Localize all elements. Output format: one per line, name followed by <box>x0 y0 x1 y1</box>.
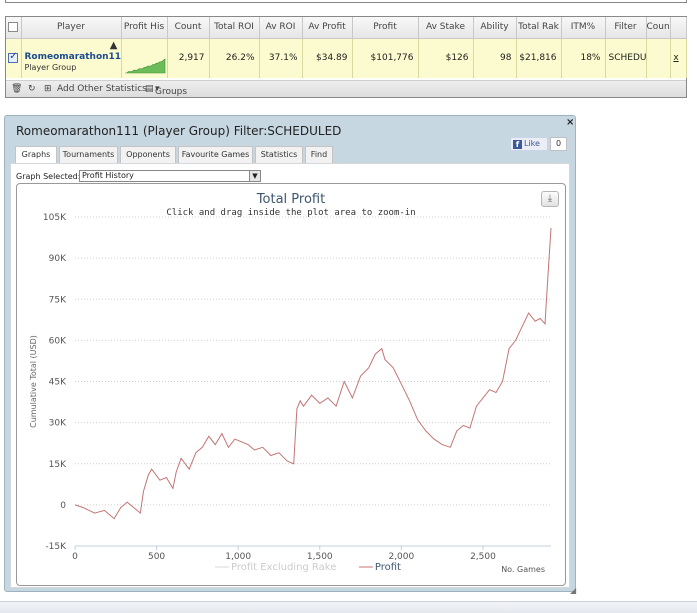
y-tick-label: 75K <box>49 295 67 305</box>
itm-cell: 18% <box>561 38 606 78</box>
player-stats-table: Player Profit His Count Total ROI Av ROI… <box>6 17 687 78</box>
column-header-av-stake[interactable]: Av Stake <box>418 17 474 39</box>
like-label: Like <box>524 139 540 148</box>
tab-favourite-games[interactable]: Favourite Games <box>178 146 253 163</box>
profit-sparkline <box>124 58 165 74</box>
column-header-profit-history[interactable]: Profit His <box>121 17 168 39</box>
add-other-statistics-button[interactable]: Add Other Statistics <box>57 84 147 94</box>
av-profit-cell: $34.89 <box>302 38 353 78</box>
column-header-remove <box>670 17 687 39</box>
player-graph-window: Romeomarathon111 (Player Group) Filter:S… <box>4 115 576 592</box>
chevron-down-icon[interactable]: ▼ <box>249 171 260 181</box>
graphs-tab-panel: Graph Selected: Profit History ▼ Total P… <box>10 163 570 588</box>
y-tick-label: 30K <box>49 419 67 429</box>
trash-icon[interactable]: 🗑 <box>11 84 23 94</box>
table-header-row: Player Profit His Count Total ROI Av ROI… <box>6 17 687 39</box>
player-type-label: Player Group <box>24 63 77 73</box>
tab-statistics[interactable]: Statistics <box>255 146 303 163</box>
filter-cell: SCHEDUL <box>605 38 647 78</box>
graph-selected-label: Graph Selected: <box>16 172 81 181</box>
x-axis-label: No. Games <box>501 565 545 574</box>
column-header-av-profit[interactable]: Av Profit <box>302 17 353 39</box>
sparkline-area <box>124 58 165 74</box>
chart-title: Total Profit <box>256 192 325 207</box>
x-tick-label: 1,500 <box>307 552 333 562</box>
count-2-cell <box>646 38 671 78</box>
y-tick-label: 105K <box>43 213 67 223</box>
facebook-icon: f <box>513 140 522 149</box>
tab-opponents[interactable]: Opponents <box>120 146 176 163</box>
x-tick-label: 2,500 <box>470 552 496 562</box>
add-statistics-icon[interactable]: ⊞ <box>44 84 52 94</box>
graph-select-dropdown[interactable]: Profit History ▼ <box>79 170 261 182</box>
total-rake-cell: $21,816 <box>516 38 562 78</box>
x-tick-label: 0 <box>72 552 78 562</box>
y-tick-label: 90K <box>49 254 67 264</box>
column-header-filter[interactable]: Filter <box>605 17 647 39</box>
av-roi-cell: 37.1% <box>259 38 303 78</box>
player-group-icon: ▲ <box>109 39 118 51</box>
window-title: Romeomarathon111 (Player Group) Filter:S… <box>16 124 342 138</box>
select-all-checkbox[interactable] <box>8 22 19 32</box>
column-header-total-roi[interactable]: Total ROI <box>209 17 260 39</box>
av-stake-cell: $126 <box>418 38 474 78</box>
remove-row-link[interactable]: x <box>670 38 687 78</box>
groups-dropdown[interactable]: Groups ▾ <box>155 84 188 97</box>
count-cell: 2,917 <box>167 38 210 78</box>
table-row[interactable]: ▲ Romeomarathon11: Player Group 2,917 26… <box>6 38 687 78</box>
profit-history-sparkline-cell <box>121 38 168 78</box>
column-header-count-2[interactable]: Coun <box>646 17 671 39</box>
column-header-itm[interactable]: ITM% <box>561 17 606 39</box>
legend-item[interactable]: Profit <box>375 562 401 573</box>
row-select-cell[interactable] <box>6 38 22 78</box>
tab-graphs[interactable]: Graphs <box>15 146 57 164</box>
x-tick-label: 500 <box>148 552 165 562</box>
y-tick-label: 15K <box>49 460 67 470</box>
y-axis-label: Cumulative Total (USD) <box>29 335 38 428</box>
y-tick-label: -15K <box>45 542 67 552</box>
groups-icon[interactable]: ▤ <box>145 84 154 94</box>
profit-cell: $101,776 <box>352 38 419 78</box>
x-tick-label: 1,000 <box>225 552 251 562</box>
row-checkbox[interactable] <box>8 51 19 63</box>
refresh-icon[interactable]: ↻ <box>28 84 36 94</box>
resize-grip-icon[interactable]: ◢ <box>570 586 577 595</box>
player-cell[interactable]: ▲ Romeomarathon11: Player Group <box>21 38 122 78</box>
ability-cell: 98 <box>473 38 517 78</box>
chart-frame: Total Profit Click and drag inside the pl… <box>16 183 566 586</box>
close-icon[interactable]: × <box>566 117 575 128</box>
tab-tournaments[interactable]: Tournaments <box>59 146 118 163</box>
tab-find[interactable]: Find <box>305 146 333 163</box>
total-roi-cell: 26.2% <box>209 38 260 78</box>
like-count: 0 <box>550 137 567 151</box>
graph-select-value: Profit History <box>82 171 134 180</box>
groups-label: Groups <box>155 87 188 97</box>
facebook-like-button[interactable]: f Like <box>510 137 548 151</box>
previous-panel-border <box>5 0 687 3</box>
select-all-header[interactable] <box>6 17 22 39</box>
column-header-count[interactable]: Count <box>167 17 210 39</box>
series-line-profit <box>74 227 552 520</box>
player-stats-panel: Player Profit His Count Total ROI Av ROI… <box>5 16 687 98</box>
y-tick-label: 0 <box>60 501 66 511</box>
y-tick-label: 45K <box>49 378 67 388</box>
column-header-ability[interactable]: Ability <box>473 17 517 39</box>
stats-toolbar: 🗑 ↻ ⊞ Add Other Statistics ▤ Groups ▾ <box>6 80 686 97</box>
column-header-profit[interactable]: Profit <box>352 17 419 39</box>
y-tick-label: 60K <box>49 336 67 346</box>
page-bottom-bar <box>0 601 697 613</box>
player-name-link[interactable]: Romeomarathon11: <box>24 52 121 63</box>
column-header-total-rake[interactable]: Total Rak <box>516 17 562 39</box>
column-header-player[interactable]: Player <box>21 17 122 39</box>
download-icon[interactable]: ⤓ <box>541 191 559 207</box>
x-tick-label: 2,000 <box>388 552 414 562</box>
chart-subtitle: Click and drag inside the plot area to z… <box>166 208 415 218</box>
column-header-av-roi[interactable]: Av ROI <box>259 17 303 39</box>
legend-item[interactable]: Profit Excluding Rake <box>231 562 336 573</box>
